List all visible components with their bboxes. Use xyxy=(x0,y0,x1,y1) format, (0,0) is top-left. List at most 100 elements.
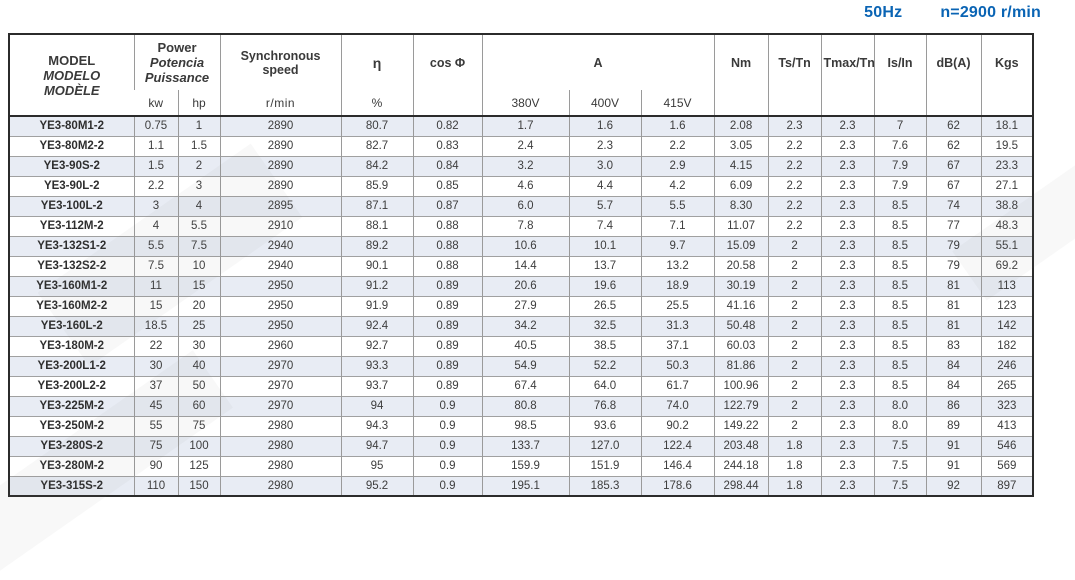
value-cell: 0.9 xyxy=(412,436,483,456)
value-cell: 1.7 xyxy=(481,116,570,136)
value-cell: 75 xyxy=(133,436,178,456)
value-cell: 2.9 xyxy=(640,156,715,176)
value-cell: 54.9 xyxy=(481,356,570,376)
value-cell: 110 xyxy=(133,476,178,496)
value-cell: 2980 xyxy=(219,456,342,476)
table-header: MODEL MODELO MODÈLE Power Potencia Puiss… xyxy=(9,34,1034,116)
value-cell: 122.79 xyxy=(713,396,769,416)
value-cell: 127.0 xyxy=(568,436,642,456)
value-cell: 546 xyxy=(980,436,1034,456)
value-cell: 40 xyxy=(177,356,221,376)
value-cell: 8.5 xyxy=(873,336,927,356)
model-cell: YE3-250M-2 xyxy=(39,420,105,432)
value-cell: 0.87 xyxy=(412,196,483,216)
value-cell: 93.6 xyxy=(568,416,642,436)
col-header-ts-tn: Ts/Tn xyxy=(767,34,822,90)
value-cell: 52.2 xyxy=(568,356,642,376)
value-cell: 246 xyxy=(980,356,1034,376)
model-cell: YE3-280M-2 xyxy=(39,460,105,472)
value-cell: 2.3 xyxy=(820,276,875,296)
value-cell: 74 xyxy=(925,196,982,216)
model-cell: YE3-80M2-2 xyxy=(39,140,105,152)
nm-spacer xyxy=(713,90,769,116)
value-cell: 2.2 xyxy=(640,136,715,156)
value-cell: 61.7 xyxy=(640,376,715,396)
value-cell: 20.6 xyxy=(481,276,570,296)
value-cell: 67 xyxy=(925,176,982,196)
value-cell: 1.8 xyxy=(767,456,822,476)
value-cell: 8.5 xyxy=(873,376,927,396)
value-cell: 94.3 xyxy=(340,416,414,436)
value-cell: 2.3 xyxy=(820,136,875,156)
value-cell: 2 xyxy=(767,236,822,256)
value-cell: 100.96 xyxy=(713,376,769,396)
model-cell: YE3-100L-2 xyxy=(40,200,103,212)
ts-spacer xyxy=(767,90,822,116)
value-cell: 79 xyxy=(925,256,982,276)
value-cell: 18.9 xyxy=(640,276,715,296)
value-cell: 60 xyxy=(177,396,221,416)
value-cell: 2950 xyxy=(219,276,342,296)
table-row: YE3-132S1-2 5.5 7.5 2940 89.2 0.88 10.6 10.1 9.7… xyxy=(9,236,1034,256)
value-cell: 298.44 xyxy=(713,476,769,496)
value-cell: 150 xyxy=(177,476,221,496)
value-cell: 95 xyxy=(340,456,414,476)
power-label-es: Potencia xyxy=(149,55,205,70)
table-row: YE3-160M1-2 11 15 2950 91.2 0.89 20.6 19.6 18.9 3… xyxy=(9,276,1034,296)
value-cell: 125 xyxy=(177,456,221,476)
value-cell: 8.5 xyxy=(873,256,927,276)
value-cell: 2 xyxy=(177,156,221,176)
table-row: YE3-90L-2 2.2 3 2890 85.9 0.85 4.6 4.4 4.2 6.09 2.… xyxy=(9,176,1034,196)
value-cell: 1.1 xyxy=(133,136,178,156)
value-cell: 2 xyxy=(767,416,822,436)
col-header-cos-phi: cos Φ xyxy=(412,34,483,90)
value-cell: 2980 xyxy=(219,476,342,496)
value-cell: 11 xyxy=(133,276,178,296)
value-cell: 2.3 xyxy=(820,256,875,276)
value-cell: 38.5 xyxy=(568,336,642,356)
value-cell: 2 xyxy=(767,256,822,276)
value-cell: 2 xyxy=(767,396,822,416)
value-cell: 151.9 xyxy=(568,456,642,476)
table-row: YE3-100L-2 3 4 2895 87.1 0.87 6.0 5.7 5.5 8.30 2.2… xyxy=(9,196,1034,216)
value-cell: 81 xyxy=(925,296,982,316)
value-cell: 2.3 xyxy=(820,196,875,216)
value-cell: 84 xyxy=(925,376,982,396)
voltage-380: 380V xyxy=(481,90,570,116)
value-cell: 2980 xyxy=(219,436,342,456)
value-cell: 30 xyxy=(133,356,178,376)
table-row: YE3-80M2-2 1.1 1.5 2890 82.7 0.83 2.4 2.3 2.2 3.0… xyxy=(9,136,1034,156)
value-cell: 149.22 xyxy=(713,416,769,436)
value-cell: 1.8 xyxy=(767,476,822,496)
value-cell: 5.5 xyxy=(640,196,715,216)
model-cell: YE3-160L-2 xyxy=(40,320,103,332)
value-cell: 37.1 xyxy=(640,336,715,356)
value-cell: 146.4 xyxy=(640,456,715,476)
value-cell: 18.5 xyxy=(133,316,178,336)
value-cell: 85.9 xyxy=(340,176,414,196)
value-cell: 6.0 xyxy=(481,196,570,216)
value-cell: 2890 xyxy=(219,176,342,196)
table-row: YE3-250M-2 55 75 2980 94.3 0.9 98.5 93.6 90.2 149… xyxy=(9,416,1034,436)
model-cell: YE3-160M2-2 xyxy=(36,300,108,312)
value-cell: 4 xyxy=(177,196,221,216)
value-cell: 55 xyxy=(133,416,178,436)
value-cell: 0.89 xyxy=(412,296,483,316)
unit-hp: hp xyxy=(177,90,221,116)
value-cell: 2 xyxy=(767,376,822,396)
value-cell: 5.5 xyxy=(133,236,178,256)
value-cell: 60.03 xyxy=(713,336,769,356)
model-cell: YE3-160M1-2 xyxy=(36,280,108,292)
col-header-efficiency: η xyxy=(340,34,414,90)
value-cell: 4.15 xyxy=(713,156,769,176)
model-label-en: MODEL xyxy=(48,52,96,68)
value-cell: 1.6 xyxy=(568,116,642,136)
value-cell: 20.58 xyxy=(713,256,769,276)
col-header-model: MODEL MODELO MODÈLE xyxy=(9,34,134,116)
value-cell: 0.88 xyxy=(412,216,483,236)
value-cell: 2.3 xyxy=(820,456,875,476)
value-cell: 95.2 xyxy=(340,476,414,496)
value-cell: 182 xyxy=(980,336,1034,356)
value-cell: 1.5 xyxy=(133,156,178,176)
value-cell: 0.89 xyxy=(412,336,483,356)
